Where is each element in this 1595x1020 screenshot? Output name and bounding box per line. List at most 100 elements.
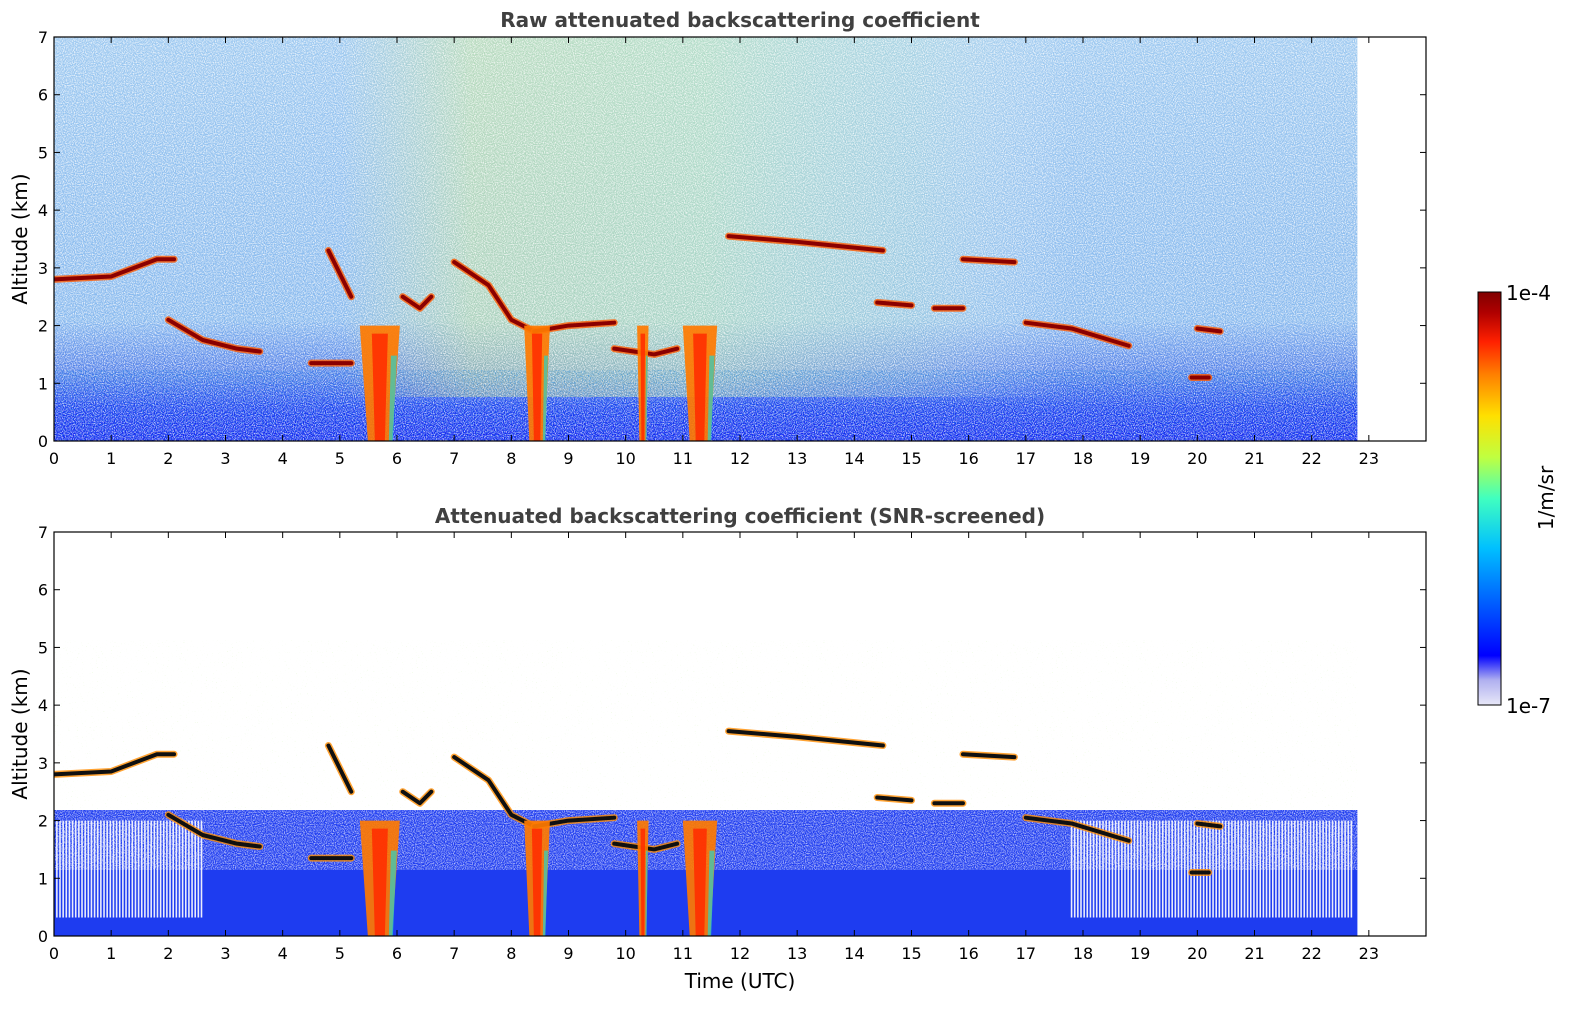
y-tick-label: 0 bbox=[38, 432, 48, 451]
panel1-title: Raw attenuated backscattering coefficien… bbox=[500, 8, 980, 32]
precipitation-core bbox=[693, 333, 707, 441]
panel1-cloud-layers bbox=[54, 232, 1224, 382]
precipitation-core bbox=[640, 333, 646, 441]
cloud-layer bbox=[1195, 326, 1223, 334]
no-data-region bbox=[1357, 532, 1426, 936]
cloud-layer bbox=[54, 257, 177, 282]
y-tick-label: 6 bbox=[38, 86, 48, 105]
x-tick-label: 10 bbox=[615, 944, 635, 963]
cloud-layer bbox=[875, 300, 914, 308]
panel1-y-label: Altitude (km) bbox=[8, 173, 32, 304]
x-tick-label: 5 bbox=[335, 944, 345, 963]
x-tick-label: 8 bbox=[506, 944, 516, 963]
x-tick-label: 0 bbox=[49, 449, 59, 468]
panel2-x-ticks: 0 1 2 3 4 5 6 7 8 9 10 11 12 13 14 15 16 17 18 19 20 21 22 23 bbox=[49, 532, 1379, 963]
panel1-image bbox=[54, 37, 1426, 441]
cloud-layer bbox=[726, 234, 885, 253]
no-data-region bbox=[1357, 37, 1426, 441]
cloud-layer bbox=[612, 346, 680, 357]
x-tick-label: 13 bbox=[787, 449, 807, 468]
cloud-layer bbox=[452, 260, 537, 334]
x-tick-label: 1 bbox=[106, 449, 116, 468]
y-tick-label: 1 bbox=[38, 869, 48, 888]
x-tick-label: 14 bbox=[844, 449, 864, 468]
colorbar-gradient bbox=[1477, 291, 1502, 706]
y-tick-label: 4 bbox=[38, 201, 48, 220]
precipitation-edge bbox=[707, 355, 715, 441]
x-tick-label: 8 bbox=[506, 449, 516, 468]
colorbar-max-label: 1e-4 bbox=[1506, 281, 1551, 305]
x-tick-label: 10 bbox=[615, 449, 635, 468]
y-tick-label: 6 bbox=[38, 581, 48, 600]
x-tick-label: 7 bbox=[449, 449, 459, 468]
x-tick-label: 5 bbox=[335, 449, 345, 468]
cloud-layer bbox=[1023, 815, 1131, 843]
x-tick-label: 12 bbox=[730, 944, 750, 963]
x-tick-label: 9 bbox=[563, 944, 573, 963]
precipitation-edge bbox=[707, 850, 715, 936]
y-tick-label: 5 bbox=[38, 638, 48, 657]
x-tick-label: 9 bbox=[563, 449, 573, 468]
x-tick-label: 23 bbox=[1359, 449, 1379, 468]
precipitation-edge bbox=[645, 355, 648, 441]
x-tick-label: 18 bbox=[1073, 944, 1093, 963]
colorbar: 1e-4 1e-7 1/m/sr bbox=[1477, 281, 1558, 718]
x-tick-label: 16 bbox=[958, 944, 978, 963]
y-tick-label: 1 bbox=[38, 374, 48, 393]
cloud-layer bbox=[452, 755, 537, 829]
y-tick-label: 5 bbox=[38, 143, 48, 162]
cloud-layer bbox=[400, 789, 434, 806]
screened-backscatter-panel: Attenuated backscattering coefficient (S… bbox=[8, 504, 1427, 993]
cloud-layer bbox=[166, 812, 262, 849]
panel2-y-ticks: 0 1 2 3 4 5 6 7 bbox=[38, 523, 1426, 946]
cloud-layer bbox=[326, 248, 354, 299]
panel2-precipitation bbox=[359, 820, 718, 936]
precipitation-edge bbox=[542, 355, 548, 441]
precipitation-core bbox=[371, 828, 388, 936]
cloud-layer bbox=[166, 317, 262, 354]
x-tick-label: 14 bbox=[844, 944, 864, 963]
x-tick-label: 2 bbox=[163, 944, 173, 963]
cloud-layer bbox=[960, 257, 1017, 265]
y-tick-label: 0 bbox=[38, 927, 48, 946]
x-tick-label: 4 bbox=[278, 449, 288, 468]
precipitation-edge bbox=[388, 850, 397, 936]
precipitation-edge bbox=[645, 850, 648, 936]
x-tick-label: 19 bbox=[1130, 449, 1150, 468]
panel2-image bbox=[54, 532, 1426, 936]
cloud-layer bbox=[54, 752, 177, 777]
x-tick-label: 12 bbox=[730, 449, 750, 468]
x-tick-label: 21 bbox=[1244, 944, 1264, 963]
cloud-layer bbox=[1195, 821, 1223, 829]
cloud-layer bbox=[960, 752, 1017, 760]
x-tick-label: 16 bbox=[958, 449, 978, 468]
panel2-title: Attenuated backscattering coefficient (S… bbox=[435, 504, 1045, 528]
y-tick-label: 7 bbox=[38, 28, 48, 47]
panel2-screened-stripes bbox=[56, 820, 1353, 918]
cloud-layer bbox=[400, 294, 434, 311]
colorbar-unit-label: 1/m/sr bbox=[1534, 465, 1558, 530]
raw-backscatter-panel: Raw attenuated backscattering coefficien… bbox=[8, 8, 1427, 468]
x-tick-label: 15 bbox=[901, 449, 921, 468]
precipitation-core bbox=[371, 333, 388, 441]
cloud-layer bbox=[326, 743, 354, 794]
x-tick-label: 6 bbox=[392, 944, 402, 963]
x-tick-label: 3 bbox=[220, 944, 230, 963]
x-tick-label: 3 bbox=[220, 449, 230, 468]
x-axis-label: Time (UTC) bbox=[684, 969, 796, 993]
cloud-layer bbox=[612, 841, 680, 852]
y-tick-label: 2 bbox=[38, 812, 48, 831]
precipitation-core bbox=[640, 828, 646, 936]
y-tick-label: 4 bbox=[38, 696, 48, 715]
cloud-layer bbox=[875, 795, 914, 803]
precipitation-core bbox=[531, 828, 543, 936]
x-tick-label: 0 bbox=[49, 944, 59, 963]
y-tick-label: 2 bbox=[38, 317, 48, 336]
panel2-cloud-layers bbox=[54, 727, 1224, 877]
panel1-y-ticks: 0 1 2 3 4 5 6 7 bbox=[38, 28, 1426, 451]
x-tick-label: 6 bbox=[392, 449, 402, 468]
cloud-layer bbox=[1023, 320, 1131, 348]
cloud-layer bbox=[726, 729, 885, 748]
panel1-precipitation bbox=[359, 325, 718, 441]
x-tick-label: 20 bbox=[1187, 944, 1207, 963]
